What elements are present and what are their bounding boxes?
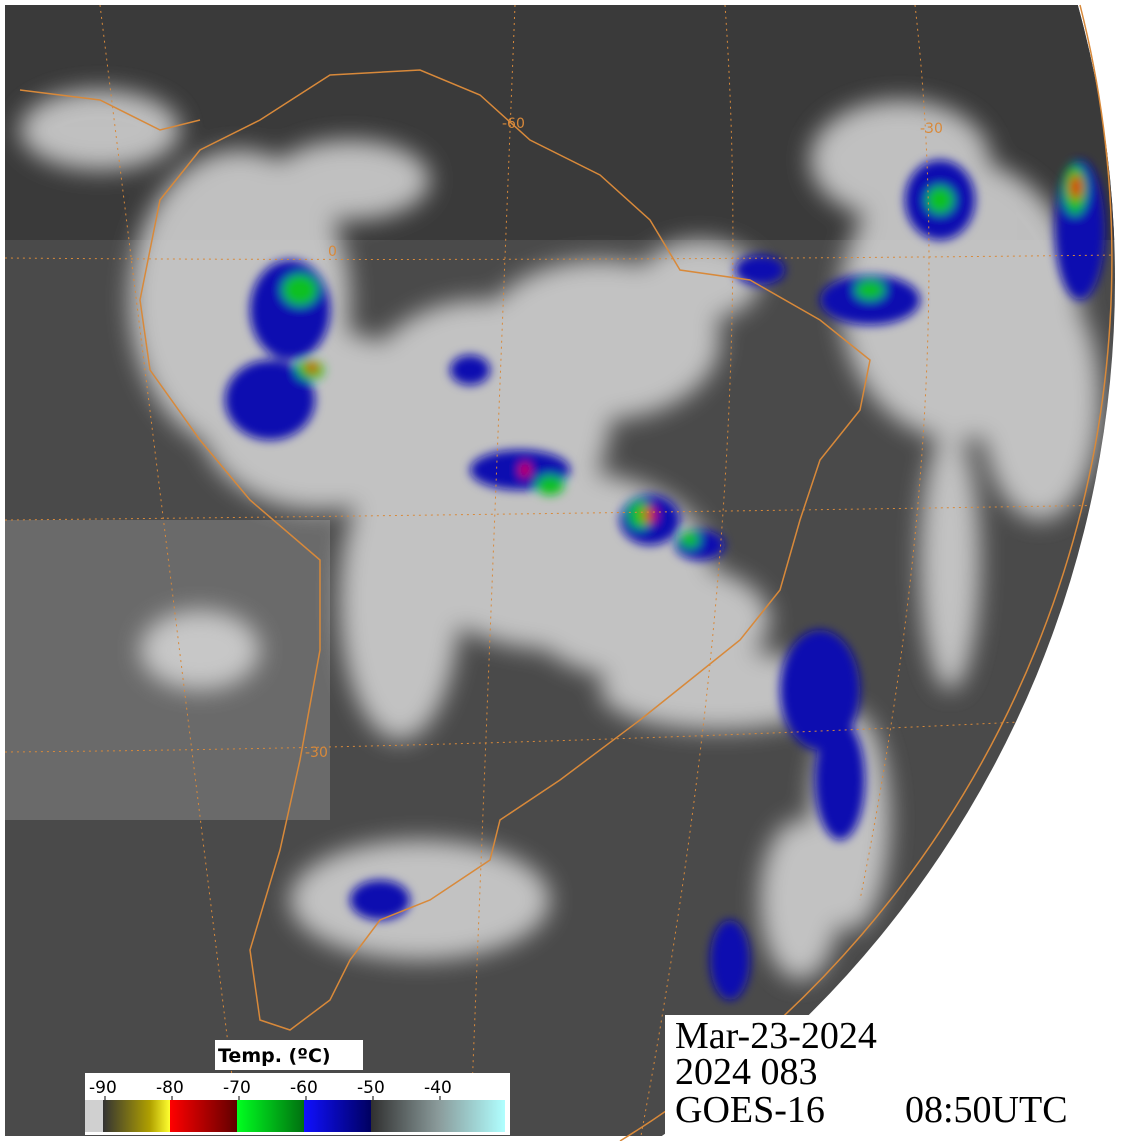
grid-label: -30 [920, 121, 943, 137]
coastline [139, 69, 871, 1031]
time: 08:50UTC [905, 1089, 1068, 1131]
grid-label: 0 [328, 244, 337, 260]
tick-label: -90 [89, 1078, 117, 1098]
legend-title-box [215, 1040, 363, 1070]
tick-label: -70 [223, 1078, 251, 1098]
cloud [20, 90, 180, 170]
cloud [760, 820, 840, 980]
convective-cell [350, 880, 410, 920]
julian-date: 2024 083 [675, 1051, 818, 1093]
color-segment [103, 1100, 170, 1132]
grid-label: -30 [305, 745, 328, 761]
convective-cell [644, 507, 656, 523]
graticule [5, 5, 1115, 1136]
cloud [270, 140, 430, 220]
tick-label: -60 [290, 1078, 318, 1098]
convective-cell [815, 720, 865, 840]
convective-cell [680, 532, 700, 548]
satellite: GOES-16 [675, 1089, 825, 1131]
convective-cell [250, 260, 330, 360]
cloud [640, 240, 760, 320]
cloud [980, 280, 1100, 520]
convective-cell [855, 280, 885, 300]
date: Mar-23-2024 [675, 1015, 877, 1057]
tick-label: -80 [156, 1078, 184, 1098]
convective-cell [306, 363, 318, 373]
color-segment [85, 1100, 103, 1132]
coastline [19, 89, 201, 131]
convective-cell [628, 501, 652, 529]
convective-cell [926, 186, 954, 214]
cloud [140, 610, 260, 690]
legend-title: Temp. (ºC) [218, 1045, 331, 1067]
cloud [530, 560, 770, 680]
color-segment [304, 1100, 371, 1132]
convective-cell [282, 274, 318, 306]
convective-cell [710, 920, 750, 1000]
convective-cell [735, 255, 785, 285]
stamp-box [665, 1015, 1125, 1141]
color-segment [170, 1100, 237, 1132]
color-segment [371, 1100, 505, 1132]
tick-label: -40 [424, 1078, 452, 1098]
convective-cell [536, 475, 564, 495]
cloud [600, 650, 840, 730]
convective-cell [1070, 175, 1082, 199]
cloud [340, 460, 460, 740]
convective-cell [450, 355, 490, 385]
grid-label: -60 [502, 116, 525, 132]
tick-label: -50 [357, 1078, 385, 1098]
color-segment [237, 1100, 304, 1132]
legend: Temp. (ºC) -90 -80 -70 -60 -50 -40 [85, 1040, 510, 1135]
cloud [290, 840, 550, 960]
convective-cell [225, 360, 315, 440]
cloud [920, 430, 980, 690]
convective-cell [520, 463, 530, 477]
